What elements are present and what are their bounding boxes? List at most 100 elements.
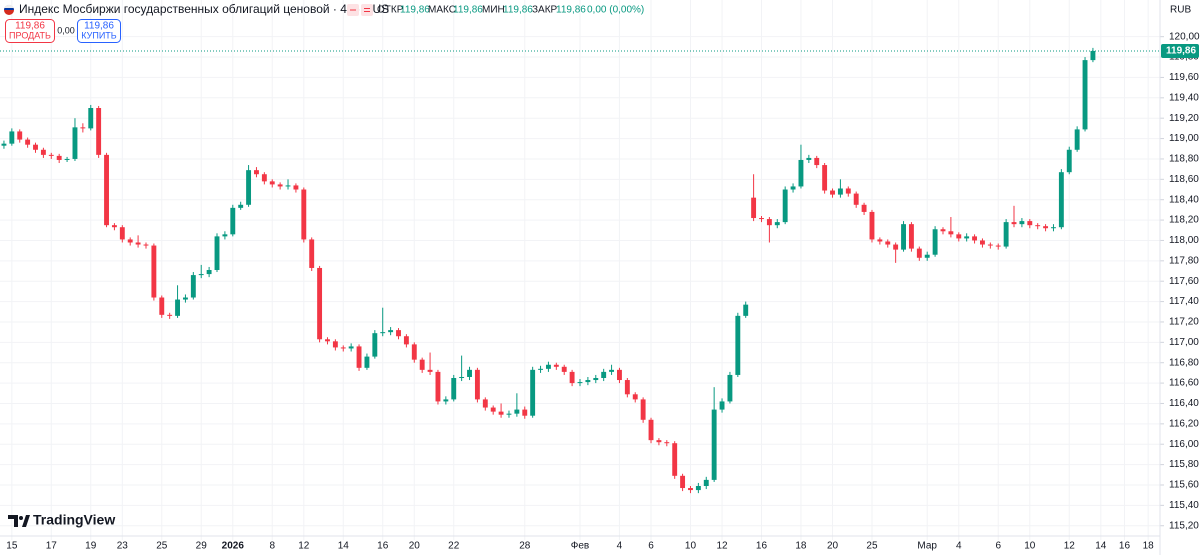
icon-equal[interactable] bbox=[361, 4, 373, 16]
candle-body bbox=[1003, 222, 1009, 247]
candle-body bbox=[648, 419, 654, 441]
candle-body bbox=[956, 234, 962, 239]
candle-body bbox=[940, 229, 946, 232]
candle-body bbox=[380, 332, 386, 334]
candle-body bbox=[861, 204, 867, 212]
candle-body bbox=[135, 242, 141, 245]
y-tick-label: 115,60 bbox=[1169, 480, 1199, 491]
ohlc-value: 119,86 bbox=[400, 5, 430, 16]
candle-body bbox=[853, 193, 859, 205]
x-tick-label: 22 bbox=[448, 541, 460, 552]
candle-body bbox=[609, 369, 615, 372]
x-tick-label: 14 bbox=[1095, 541, 1107, 552]
instrument-title: Индекс Мосбиржи государственных облигаци… bbox=[19, 2, 389, 16]
candle-body bbox=[403, 336, 409, 345]
candle-body bbox=[119, 227, 125, 240]
candle-body bbox=[1, 143, 7, 146]
candle-body bbox=[908, 224, 914, 249]
candle-body bbox=[111, 225, 117, 228]
candle-body bbox=[522, 409, 528, 416]
candle-body bbox=[64, 158, 70, 160]
buy-label: КУПИТЬ bbox=[81, 30, 116, 40]
candle-body bbox=[782, 189, 788, 223]
candle-body bbox=[214, 236, 220, 270]
candle-body bbox=[25, 139, 31, 145]
candle-body bbox=[1090, 50, 1096, 61]
x-tick-label: 29 bbox=[196, 541, 208, 552]
candle-body bbox=[1019, 221, 1025, 225]
candle-body bbox=[388, 330, 394, 333]
y-tick-label: 115,40 bbox=[1169, 500, 1199, 511]
candle-body bbox=[254, 170, 259, 175]
brand-logo bbox=[8, 515, 30, 527]
candle-body bbox=[1043, 226, 1049, 229]
candle-body bbox=[545, 364, 551, 369]
candle-body bbox=[727, 374, 733, 402]
x-tick-label: 8 bbox=[269, 541, 275, 552]
candle-body bbox=[688, 488, 693, 491]
candle-body bbox=[182, 297, 188, 300]
ohlc-label: ЗАКР bbox=[532, 5, 558, 16]
x-tick-label: 28 bbox=[519, 541, 531, 552]
candle-body bbox=[427, 369, 433, 372]
candle-body bbox=[585, 380, 591, 383]
candle-body bbox=[885, 241, 891, 245]
candle-body bbox=[285, 185, 291, 187]
candle-body bbox=[995, 245, 1001, 247]
ohlc-label: МИН bbox=[482, 5, 505, 16]
x-tick-label: 4 bbox=[617, 541, 623, 552]
candle-body bbox=[88, 108, 94, 129]
candle-body bbox=[632, 394, 638, 400]
y-tick-label: 115,20 bbox=[1169, 520, 1199, 531]
candle-body bbox=[340, 347, 346, 349]
y-tick-label: 116,40 bbox=[1169, 398, 1199, 409]
candle-body bbox=[703, 479, 709, 486]
last-price-tag bbox=[1161, 43, 1199, 58]
candle-body bbox=[56, 155, 62, 160]
x-tick-label: 25 bbox=[156, 541, 168, 552]
candles bbox=[0, 47, 1160, 494]
candle-body bbox=[435, 371, 441, 402]
currency: RUB bbox=[1170, 5, 1191, 16]
candle-body bbox=[175, 299, 180, 316]
x-tick-label: 15 bbox=[6, 541, 18, 552]
buy-button[interactable] bbox=[77, 19, 121, 43]
x-tick-label: 16 bbox=[1119, 541, 1131, 552]
candle-body bbox=[672, 443, 678, 476]
grid bbox=[0, 0, 1160, 540]
candle-body bbox=[317, 267, 323, 340]
candle-body bbox=[467, 369, 472, 377]
candle-body bbox=[830, 190, 835, 195]
x-tick-label: 19 bbox=[85, 541, 97, 552]
candle-body bbox=[364, 356, 370, 368]
candle-body bbox=[964, 236, 970, 239]
candle-body bbox=[143, 244, 149, 246]
candle-body bbox=[372, 333, 378, 357]
candle-body bbox=[506, 413, 512, 415]
candle-body bbox=[198, 274, 204, 276]
x-tick-label: 2026 bbox=[222, 541, 245, 552]
candle-body bbox=[104, 154, 109, 226]
candle-body bbox=[1058, 172, 1064, 228]
flag-icon bbox=[4, 4, 14, 15]
candle-body bbox=[1011, 222, 1017, 225]
sell-button[interactable] bbox=[5, 19, 55, 43]
x-tick-label: 12 bbox=[298, 541, 310, 552]
y-tick-label: 117,20 bbox=[1169, 317, 1199, 328]
x-tick-label: 4 bbox=[956, 541, 962, 552]
candle-body bbox=[411, 344, 417, 360]
ohlc-value: 119,86 bbox=[453, 5, 483, 16]
x-tick-label: 17 bbox=[46, 541, 58, 552]
candle-body bbox=[735, 315, 741, 375]
candle-body bbox=[490, 407, 496, 412]
x-tick-label: Мар bbox=[917, 541, 937, 552]
candle-body bbox=[474, 369, 480, 400]
candle-body bbox=[206, 270, 212, 275]
candle-body bbox=[640, 399, 646, 420]
x-tick-label: Фев bbox=[571, 541, 589, 552]
y-tick-label: 119,20 bbox=[1169, 113, 1199, 124]
candle-body bbox=[167, 314, 173, 316]
x-tick-label: 16 bbox=[756, 541, 768, 552]
candle-body bbox=[246, 170, 252, 205]
